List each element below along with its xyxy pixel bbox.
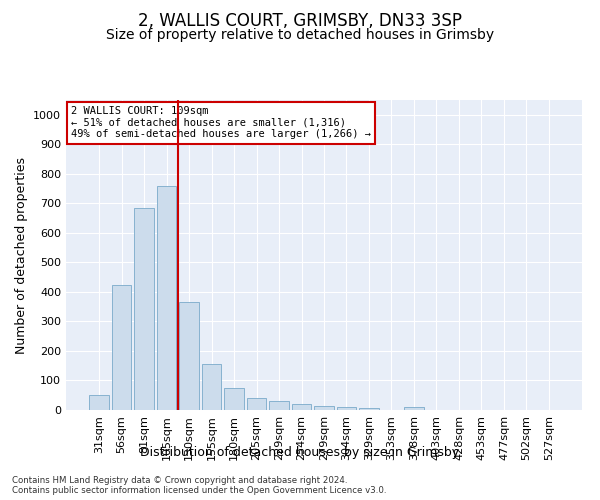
Bar: [359, 408, 379, 410]
Bar: [269, 401, 289, 410]
Text: 2, WALLIS COURT, GRIMSBY, DN33 3SP: 2, WALLIS COURT, GRIMSBY, DN33 3SP: [138, 12, 462, 30]
Bar: [292, 404, 311, 410]
Bar: [247, 398, 266, 410]
Text: Contains HM Land Registry data © Crown copyright and database right 2024.
Contai: Contains HM Land Registry data © Crown c…: [12, 476, 386, 495]
Bar: [224, 388, 244, 410]
Text: Distribution of detached houses by size in Grimsby: Distribution of detached houses by size …: [140, 446, 460, 459]
Bar: [112, 284, 131, 410]
Bar: [202, 364, 221, 410]
Bar: [404, 407, 424, 410]
Text: 2 WALLIS COURT: 109sqm
← 51% of detached houses are smaller (1,316)
49% of semi-: 2 WALLIS COURT: 109sqm ← 51% of detached…: [71, 106, 371, 140]
Bar: [179, 302, 199, 410]
Bar: [314, 406, 334, 410]
Text: Size of property relative to detached houses in Grimsby: Size of property relative to detached ho…: [106, 28, 494, 42]
Y-axis label: Number of detached properties: Number of detached properties: [14, 156, 28, 354]
Bar: [134, 208, 154, 410]
Bar: [89, 395, 109, 410]
Bar: [337, 407, 356, 410]
Bar: [157, 186, 176, 410]
